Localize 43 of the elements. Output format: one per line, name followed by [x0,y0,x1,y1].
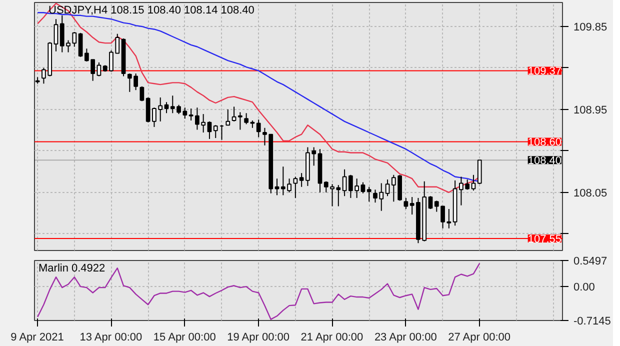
y-tick-label: 108.05 [574,187,608,200]
candlestick [238,112,242,130]
candlestick [428,196,433,210]
candlestick [256,119,261,138]
ref-line-label: 108.60 [528,136,562,149]
candlestick [213,124,218,139]
y-tick-label: 0.00 [574,282,595,294]
candlestick [262,127,267,146]
y-tick-label: 109.85 [574,21,608,34]
candlestick [360,182,366,194]
candlestick [226,108,230,126]
candlestick [342,168,347,197]
x-tick-label: 9 Apr 2021 [10,332,64,344]
candlestick [471,174,476,192]
candlestick [366,186,372,202]
y-tick-label: -0.7145 [574,316,611,328]
candlestick [164,102,169,114]
chart-title: Marlin 0.4922 [38,262,106,274]
ref-line-label: 109.37 [528,66,562,78]
candlestick [72,32,77,48]
candlestick [404,197,408,210]
candlestick [207,120,212,140]
x-tick-label: 19 Apr 00:00 [227,332,290,344]
candlestick [140,86,144,102]
y-tick-label: 0.5497 [574,256,608,268]
candlestick [54,18,58,52]
candlestick [78,32,83,58]
candlestick [96,62,102,77]
candlestick [188,108,194,122]
line-series [36,262,480,320]
x-tick-label: 13 Apr 00:00 [80,332,142,344]
ref-line-label: 107.55 [528,234,562,246]
x-tick-label: 15 Apr 00:00 [153,332,216,344]
candlestick [385,179,390,197]
x-tick-label: 21 Apr 00:00 [300,332,364,344]
candlestick [446,208,452,229]
candlestick [232,106,236,122]
candlestick [293,176,298,198]
candlestick [244,112,248,125]
x-tick-label: 23 Apr 00:00 [374,332,437,344]
x-tick-label: 27 Apr 00:00 [448,332,511,344]
y-tick-label: 108.95 [574,104,608,116]
candlestick [477,160,482,185]
